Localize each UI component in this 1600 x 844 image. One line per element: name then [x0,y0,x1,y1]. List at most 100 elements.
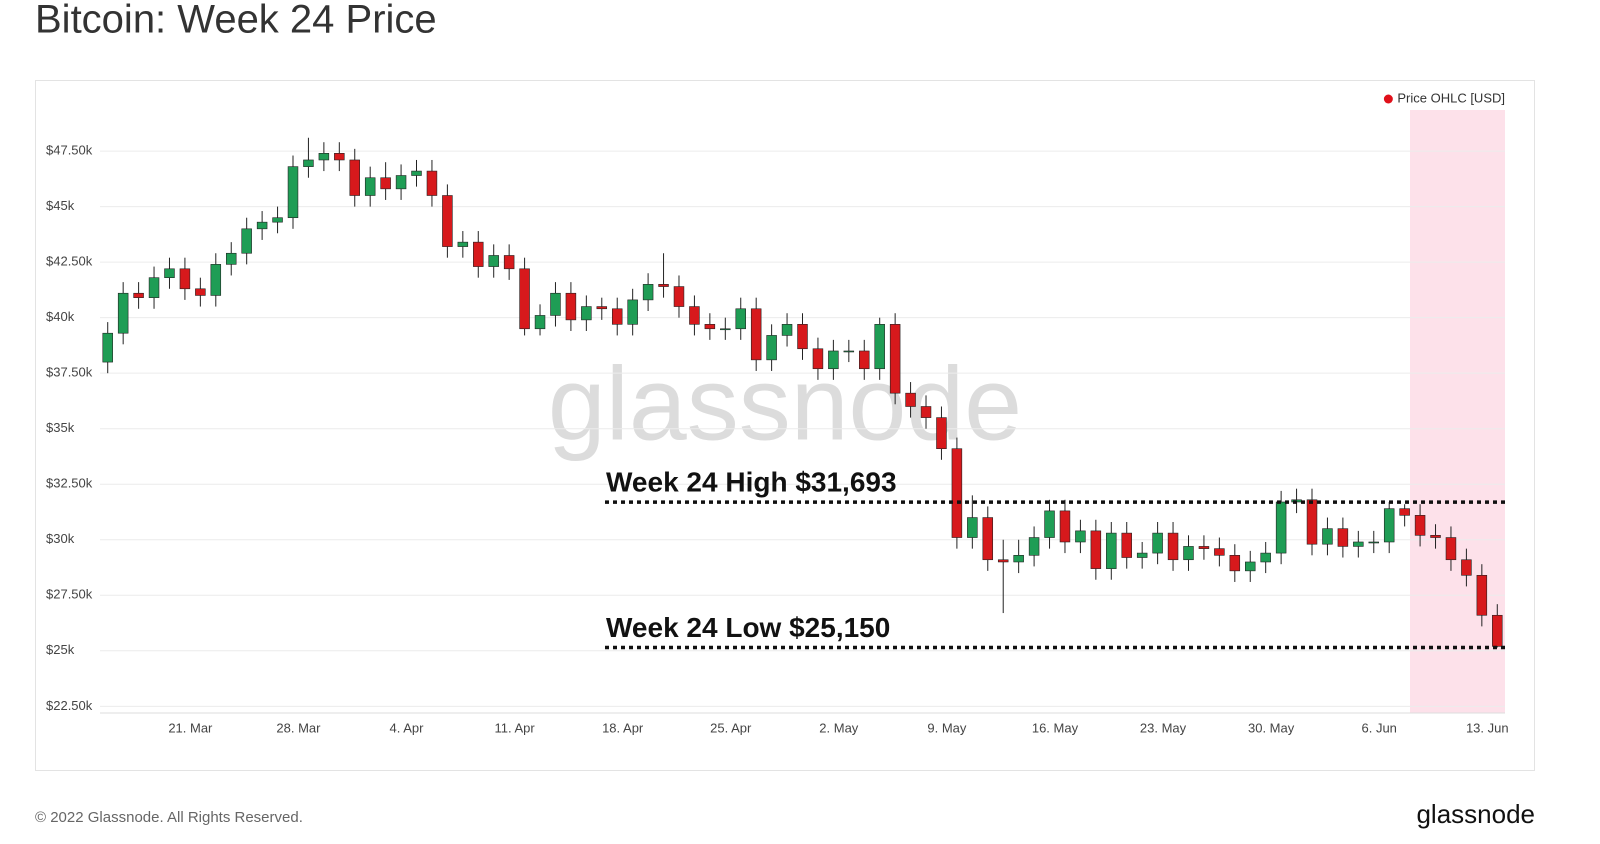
candle-body [1461,559,1472,576]
y-tick-label: $22.50k [46,698,93,713]
x-tick-label: 4. Apr [390,720,425,735]
candle-body [797,324,808,350]
candle-body [1198,546,1210,549]
candle-body [1260,552,1271,563]
x-tick-label: 25. Apr [710,720,752,735]
candle-body [889,324,901,394]
y-tick-label: $37.50k [46,365,93,380]
x-tick-label: 11. Apr [494,720,535,735]
candle-body [488,255,499,267]
candle-body [1399,508,1410,516]
y-tick-label: $25k [46,642,75,657]
candle-body [164,268,175,278]
candle-body [1383,508,1395,543]
candle-body [457,241,469,247]
candle-body [905,392,916,407]
legend-label: Price OHLC [USD] [1397,90,1505,105]
candle-body [828,350,839,370]
x-tick-label: 13. Jun [1466,720,1509,735]
y-tick-label: $40k [46,309,75,324]
candle-body [1430,535,1441,538]
candle-body [519,268,530,330]
candle-body [1121,532,1132,558]
x-tick-label: 30. May [1248,720,1295,735]
candle-body [534,315,546,330]
week-highlight [1410,110,1505,713]
candle-body [241,228,252,254]
x-tick-label: 23. May [1140,720,1187,735]
candle-body [318,153,330,161]
candle-body [611,308,623,325]
candle-body [1322,528,1333,545]
candle-body [967,517,978,538]
x-tick-label: 2. May [819,720,859,735]
candle-body [1492,614,1503,647]
x-tick-label: 21. Mar [168,720,213,735]
candle-body [1059,510,1071,543]
footer: © 2022 Glassnode. All Rights Reserved. [35,809,303,826]
candle-body [1106,532,1117,569]
candle-body [442,195,453,247]
x-tick-label: 9. May [927,720,967,735]
candle-body [334,153,345,161]
candle-body [581,306,592,321]
candle-body [287,166,299,219]
candle-body [380,177,391,190]
y-tick-label: $35k [46,420,75,435]
candle-body [395,175,407,190]
candle-body [195,288,206,296]
y-tick-label: $27.50k [46,587,93,602]
candle-body [503,255,515,270]
candle-body [1414,515,1426,536]
candle-body [843,350,855,353]
annotation-label: Week 24 High $31,693 [606,467,897,498]
candle-body [982,517,994,561]
candle-body [750,308,762,361]
annotation-label: Week 24 Low $25,150 [606,612,890,643]
candle-body [148,277,160,298]
candle-body [642,284,654,301]
candle-body [874,324,885,370]
candle-body [1152,532,1163,554]
x-tick-label: 28. Mar [276,720,321,735]
candle-body [689,306,700,325]
candle-body [1028,537,1040,556]
candle-body [936,417,947,449]
candle-body [102,332,113,363]
candle-body [1044,510,1055,538]
candle-body [766,335,777,361]
candle-body [1013,555,1024,563]
candle-body [1229,555,1241,572]
candle-body [550,292,561,316]
candle-body [673,286,685,307]
candle-body [596,306,608,310]
candle-body [426,170,438,196]
candle-body [920,406,932,418]
candle-body [735,308,746,330]
candle-body [997,559,1009,563]
candle-body [781,324,793,336]
candle-body [179,268,191,290]
candle-body [1337,528,1349,547]
watermark: glassnode [548,346,1022,462]
x-tick-label: 16. May [1032,720,1079,735]
chart-title: Bitcoin: Week 24 Price [35,0,437,42]
candle-body [658,284,669,287]
candle-body [364,177,376,196]
candle-body [117,292,129,334]
candle-body [1075,530,1086,543]
candle-body [210,264,222,296]
x-tick-label: 18. Apr [602,720,644,735]
candle-body [627,299,638,325]
y-tick-label: $47.50k [46,143,93,158]
candle-body [1275,501,1287,554]
candle-body [1445,537,1457,561]
y-tick-label: $45k [46,198,75,213]
candle-body [1245,561,1256,572]
candle-body [565,292,577,321]
candle-body [1183,546,1194,561]
candle-body [1306,499,1318,545]
candle-body [225,252,237,265]
candle-body [704,324,716,330]
